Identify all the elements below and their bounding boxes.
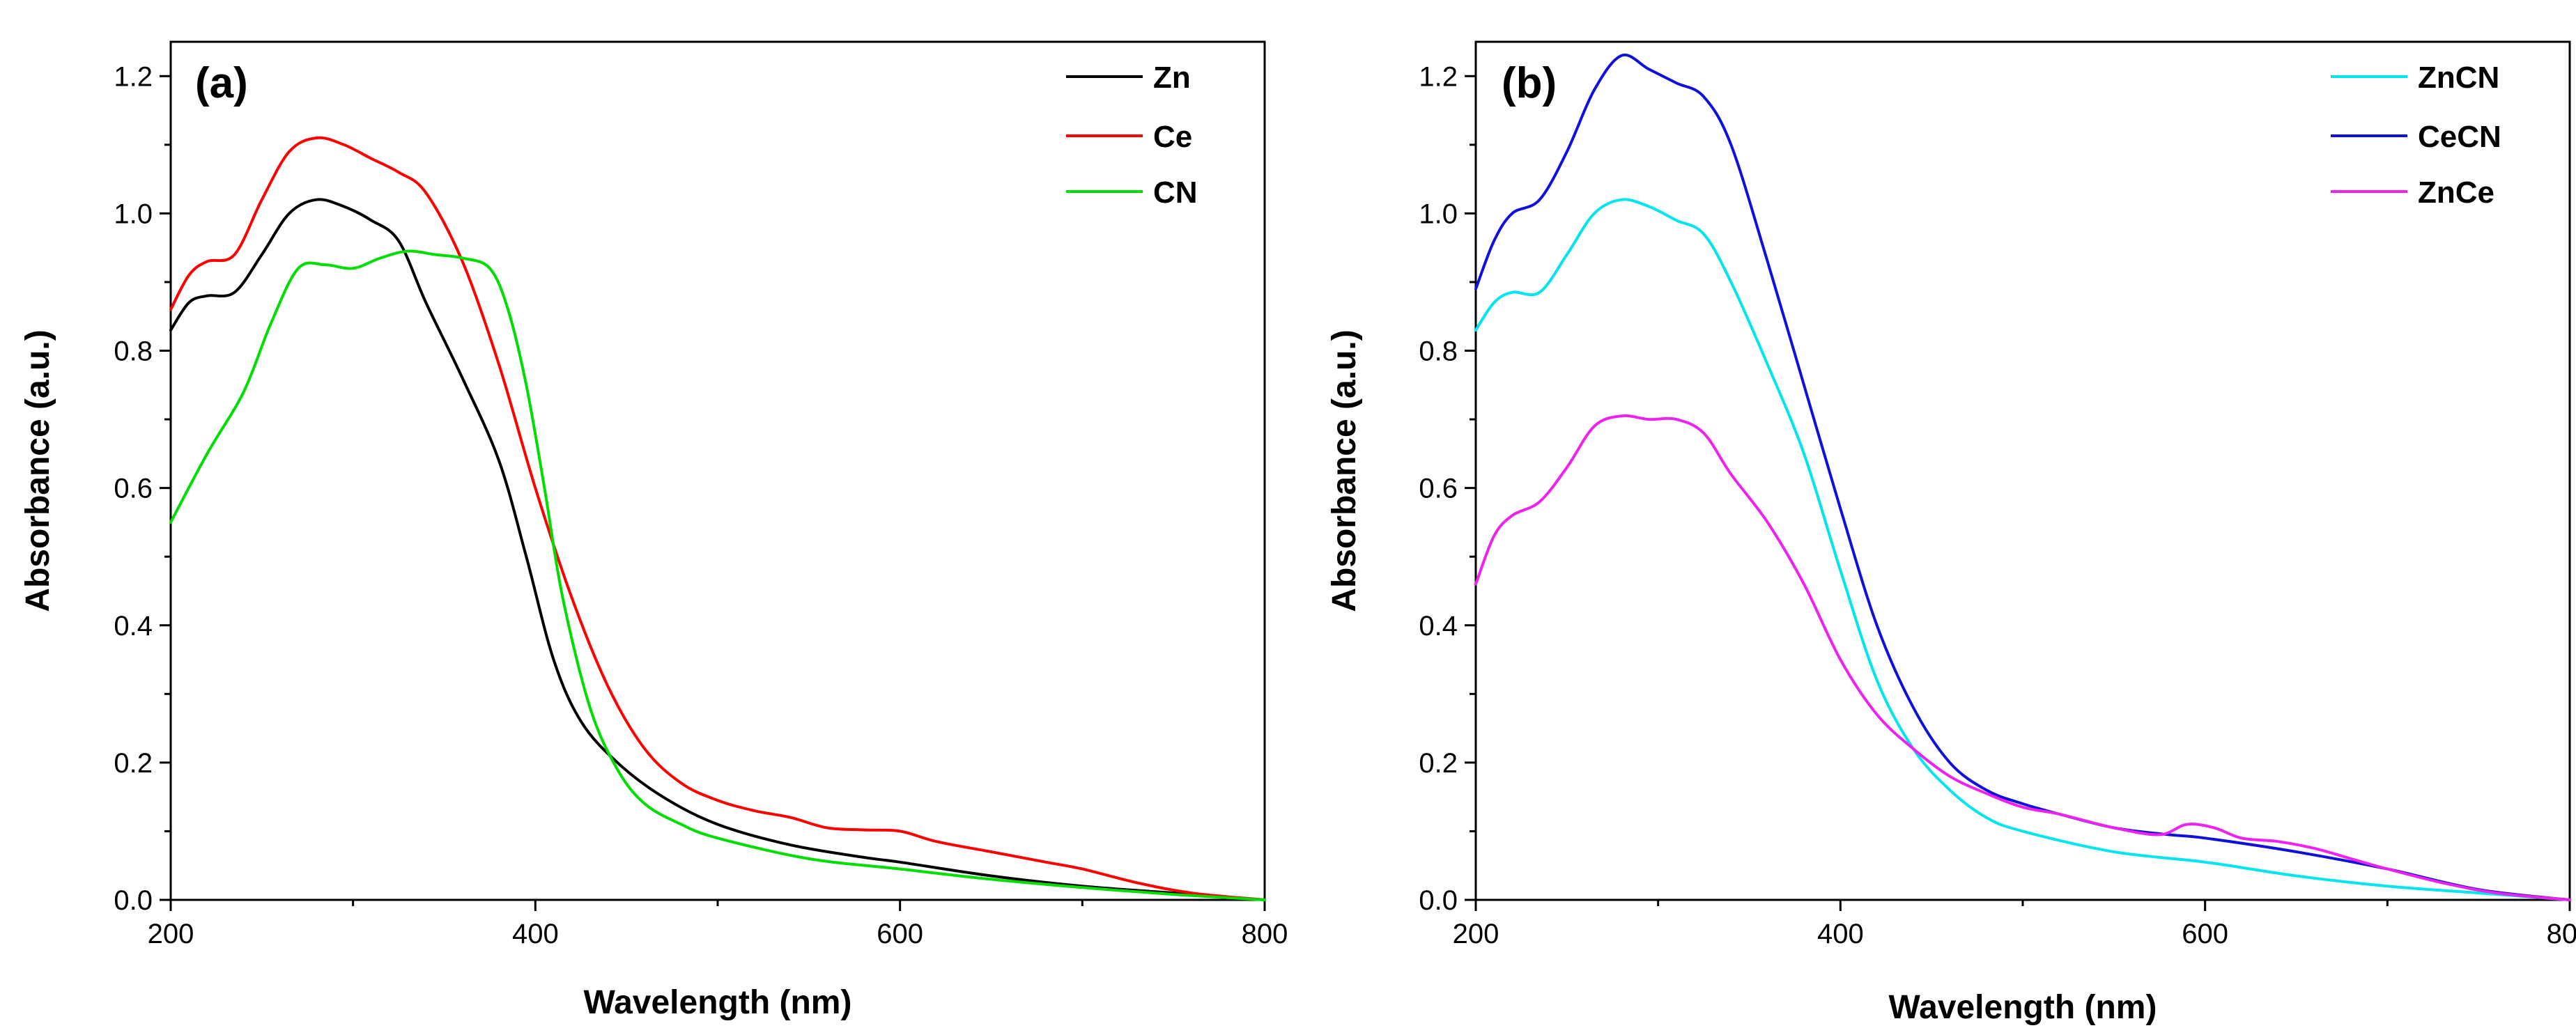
y-tick-label-b-0: 0.0 (1419, 885, 1458, 916)
series-line-zncn (1474, 198, 2571, 901)
y-tick-label-a-2: 0.4 (114, 611, 153, 641)
x-axis-title-b: Wavelength (nm) (1889, 989, 2157, 1026)
y-axis-title-b: Absorbance (a.u.) (1326, 329, 1363, 612)
panel-label-a: (a) (195, 59, 248, 107)
legend-label-zncn: ZnCN (2418, 61, 2499, 95)
x-tick-label-a-1: 400 (512, 919, 559, 949)
series-line-cn (169, 249, 1266, 901)
x-tick-label-a-3: 800 (1242, 919, 1288, 949)
panel-a: 0.0 0.2 0.4 0.6 0.8 1.0 1.2 200 400 600 800 (a) W… (20, 40, 1288, 1021)
y-tick-label-b-4: 0.8 (1419, 336, 1458, 367)
legend-a: Zn Ce CN (1066, 61, 1198, 210)
y-tick-label-b-1: 0.2 (1419, 748, 1458, 779)
legend-label-zn: Zn (1153, 61, 1191, 95)
x-axis-title-a: Wavelength (nm) (584, 984, 852, 1021)
y-tick-label-b-6: 1.2 (1419, 61, 1458, 92)
legend-label-cn: CN (1153, 176, 1198, 210)
x-axis-ticks-b: 200 400 600 800 (1453, 900, 2576, 949)
panel-label-b: (b) (1502, 59, 1557, 107)
y-tick-label-b-2: 0.4 (1419, 611, 1458, 641)
legend-b: ZnCN CeCN ZnCe (2331, 61, 2501, 210)
panel-b: 0.0 0.2 0.4 0.6 0.8 1.0 1.2 200 400 600 800 (b) W… (1326, 40, 2576, 1026)
y-tick-label-a-5: 1.0 (114, 199, 153, 229)
y-tick-label-a-3: 0.6 (114, 474, 153, 504)
y-tick-label-a-6: 1.2 (114, 61, 153, 92)
y-axis-title-a: Absorbance (a.u.) (20, 329, 56, 612)
x-tick-label-b-3: 800 (2547, 919, 2576, 949)
y-tick-label-b-5: 1.0 (1419, 199, 1458, 229)
y-tick-label-a-1: 0.2 (114, 748, 153, 779)
x-tick-label-b-0: 200 (1453, 919, 1499, 949)
legend-label-ce: Ce (1153, 120, 1192, 154)
y-tick-label-a-4: 0.8 (114, 336, 153, 367)
x-tick-label-a-0: 200 (148, 919, 194, 949)
legend-label-znce: ZnCe (2418, 176, 2494, 210)
y-tick-label-b-3: 0.6 (1419, 474, 1458, 504)
y-axis-ticks-b: 0.0 0.2 0.4 0.6 0.8 1.0 1.2 (1419, 61, 1476, 916)
series-line-ce (169, 136, 1266, 901)
x-tick-label-b-2: 600 (2182, 919, 2228, 949)
series-group-b (1474, 53, 2571, 901)
y-axis-ticks-a: 0.0 0.2 0.4 0.6 0.8 1.0 1.2 (114, 61, 171, 916)
x-tick-label-a-2: 600 (877, 919, 923, 949)
y-tick-label-a-0: 0.0 (114, 885, 153, 916)
series-line-cecn (1474, 53, 2571, 901)
legend-label-cecn: CeCN (2418, 120, 2501, 154)
x-tick-label-b-1: 400 (1817, 919, 1864, 949)
x-axis-ticks-a: 200 400 600 800 (148, 900, 1288, 949)
series-line-znce (1474, 414, 2571, 901)
series-line-zn (169, 198, 1266, 901)
series-group-a (169, 136, 1266, 901)
